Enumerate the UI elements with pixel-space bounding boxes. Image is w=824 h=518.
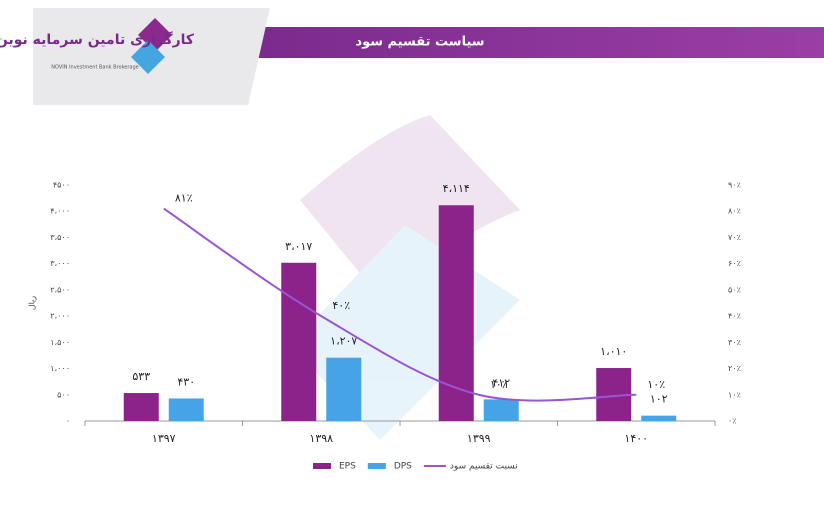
- y2-tick-label: ۹۰٪: [728, 181, 741, 190]
- y-tick-label: ۵۰۰: [57, 390, 70, 399]
- y-tick-label: ۱،۵۰۰: [50, 338, 70, 347]
- y-tick-label: ۳،۵۰۰: [50, 233, 70, 242]
- y-tick-label: ۴۵۰۰: [53, 181, 70, 190]
- y-tick-label: ۱،۰۰۰: [50, 364, 70, 373]
- data-label: ۴۳۰: [177, 375, 195, 388]
- bar: [438, 205, 474, 421]
- x-tick-label: ۱۴۰۰: [624, 432, 648, 445]
- watermark: [290, 115, 520, 440]
- data-label: ۸۱٪: [175, 192, 193, 205]
- data-label: ۱،۰۱۰: [600, 345, 627, 358]
- y-axis-label: ریال: [28, 296, 37, 310]
- chart-title: سیاست تقسیم سود: [355, 35, 484, 50]
- y2-tick-label: ۵۰٪: [728, 285, 741, 294]
- data-label: ۱،۲۰۷: [330, 335, 357, 348]
- y-tick-label: ۰: [66, 417, 70, 426]
- data-label: ۳،۰۱۷: [285, 240, 312, 253]
- x-tick-label: ۱۳۹۹: [467, 432, 491, 445]
- data-label: ۴۱۲: [492, 376, 510, 389]
- bar: [168, 398, 204, 421]
- line: [163, 207, 637, 402]
- logo-english: NOVIN Investment Bank Brokerage: [51, 65, 138, 71]
- bar: [123, 393, 159, 421]
- y-tick-label: ۳،۰۰۰: [50, 259, 70, 268]
- legend-label: نسبت تقسیم سود: [450, 462, 518, 472]
- data-label: ۵۳۳: [132, 370, 150, 383]
- y2-tick-label: ۶۰٪: [728, 259, 741, 268]
- data-label: ۱۰۲: [650, 393, 668, 406]
- bar: [641, 415, 677, 421]
- y-tick-label: ۲،۰۰۰: [50, 312, 70, 321]
- legend-swatch: [313, 463, 331, 469]
- y2-tick-label: ۰٪: [728, 417, 737, 426]
- bar: [281, 262, 317, 421]
- legend-swatch: [367, 463, 386, 469]
- y2-tick-label: ۲۰٪: [728, 364, 741, 373]
- x-tick-label: ۱۳۹۸: [309, 432, 333, 445]
- y2-tick-label: ۱۰٪: [728, 390, 741, 399]
- y2-tick-label: ۴۰٪: [728, 312, 741, 321]
- bar: [483, 399, 519, 421]
- y2-tick-label: ۸۰٪: [728, 207, 741, 216]
- header-banner: [240, 27, 824, 58]
- y2-tick-label: ۳۰٪: [728, 338, 741, 347]
- logo-name: کارگزاری تامین سرمایه نوین: [0, 31, 195, 48]
- data-label: ۴۰٪: [332, 299, 350, 312]
- y-tick-label: ۲،۵۰۰: [50, 285, 70, 294]
- data-label: ۱۰٪: [647, 378, 665, 391]
- y-tick-label: ۴،۰۰۰: [50, 207, 70, 216]
- data-label: ۱۰٪: [490, 378, 508, 391]
- x-tick-label: ۱۳۹۷: [152, 432, 176, 445]
- legend-label: DPS: [394, 462, 412, 472]
- y2-tick-label: ۷۰٪: [728, 233, 741, 242]
- legend-label: EPS: [339, 462, 356, 472]
- data-label: ۴،۱۱۴: [443, 182, 470, 195]
- bar: [326, 357, 362, 421]
- logo-mark: [131, 18, 172, 74]
